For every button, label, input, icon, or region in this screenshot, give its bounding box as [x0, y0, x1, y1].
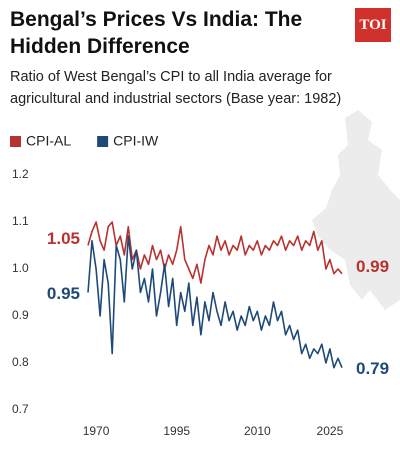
value-label: 0.99 — [356, 257, 389, 276]
x-tick-label: 1970 — [83, 424, 110, 438]
chart-title: Bengal’s Prices Vs India: The Hidden Dif… — [10, 8, 303, 58]
chart-subtitle: Ratio of West Bengal’s CPI to all India … — [10, 69, 342, 107]
map-silhouette — [312, 110, 400, 310]
y-tick-label: 0.8 — [12, 355, 29, 369]
logo: TOI — [355, 8, 391, 42]
y-tick-label: 1.0 — [12, 261, 29, 275]
y-tick-label: 0.9 — [12, 308, 29, 322]
legend-swatch — [97, 136, 109, 147]
legend-label: CPI-AL — [26, 133, 71, 149]
y-tick-label: 1.2 — [12, 167, 29, 181]
value-label: 1.05 — [47, 229, 80, 248]
x-tick-label: 1995 — [163, 424, 190, 438]
y-tick-label: 1.1 — [12, 214, 29, 228]
legend-swatch — [10, 136, 21, 147]
series-line — [87, 235, 343, 369]
value-label: 0.95 — [47, 284, 80, 303]
y-tick-label: 0.7 — [12, 402, 29, 416]
value-label: 0.79 — [356, 359, 389, 378]
x-tick-label: 2010 — [244, 424, 271, 438]
series-line — [87, 221, 343, 284]
legend-label: CPI-IW — [113, 133, 159, 149]
x-tick-label: 2025 — [317, 424, 344, 438]
